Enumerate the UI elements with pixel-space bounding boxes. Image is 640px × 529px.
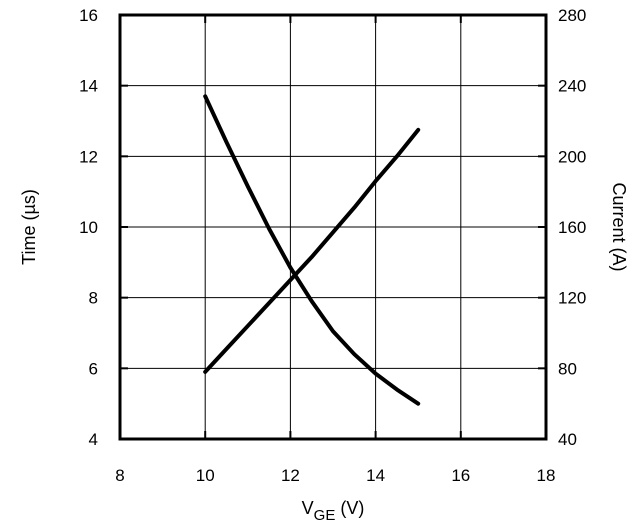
y-right-tick-label: 240 bbox=[558, 77, 586, 96]
y-right-tick-label: 160 bbox=[558, 218, 586, 237]
y-left-tick-label: 4 bbox=[89, 430, 98, 449]
x-axis-label-sub: GE bbox=[314, 507, 336, 524]
y-right-tick-label: 200 bbox=[558, 147, 586, 166]
x-tick-label: 12 bbox=[281, 466, 300, 485]
x-tick-label: 8 bbox=[115, 466, 124, 485]
x-axis-label-main: V bbox=[302, 498, 314, 518]
y-left-tick-label: 10 bbox=[79, 218, 98, 237]
x-tick-label: 14 bbox=[366, 466, 385, 485]
x-tick-label: 16 bbox=[451, 466, 470, 485]
series-line-current bbox=[203, 127, 421, 374]
x-tick-label: 18 bbox=[537, 466, 556, 485]
y-right-axis-label: Current (A) bbox=[609, 182, 629, 271]
plot-frame bbox=[118, 13, 548, 441]
series-line-time bbox=[203, 94, 421, 406]
x-tick-label: 10 bbox=[196, 466, 215, 485]
x-axis-label: VGE (V) bbox=[302, 498, 365, 524]
y-right-tick-label: 40 bbox=[558, 430, 577, 449]
y-left-tick-label: 12 bbox=[79, 147, 98, 166]
y-left-tick-label: 14 bbox=[79, 77, 98, 96]
y-right-tick-label: 120 bbox=[558, 289, 586, 308]
grid-lines bbox=[120, 15, 546, 439]
y-right-tick-label: 80 bbox=[558, 359, 577, 378]
tick-labels: 8 10 12 14 16 18 4 6 8 10 12 14 16 40 80 120 160 200 240 28… bbox=[79, 6, 586, 485]
y-left-tick-label: 8 bbox=[89, 289, 98, 308]
y-left-tick-label: 16 bbox=[79, 6, 98, 25]
y-right-tick-label: 280 bbox=[558, 6, 586, 25]
series-layer bbox=[203, 94, 421, 406]
y-left-axis-label: Time (µs) bbox=[19, 189, 39, 265]
x-axis-label-unit: (V) bbox=[335, 498, 364, 518]
y-left-tick-label: 6 bbox=[89, 359, 98, 378]
